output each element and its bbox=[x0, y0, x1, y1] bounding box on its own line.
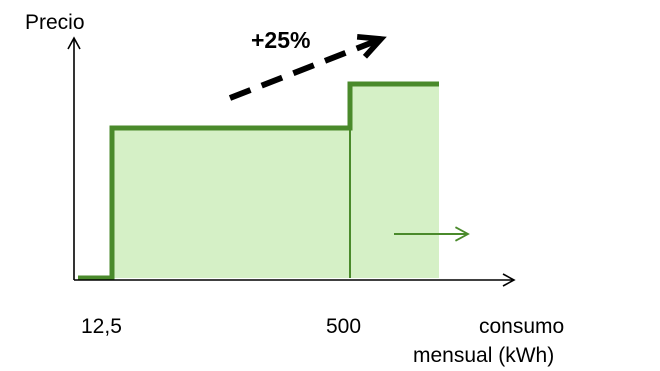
x-tick-label: 500 bbox=[326, 315, 361, 338]
tier-2-area bbox=[350, 84, 439, 278]
y-axis-label: Precio bbox=[25, 11, 85, 34]
tier-1-area bbox=[112, 128, 350, 278]
increase-arrow bbox=[228, 34, 387, 101]
increase-label: +25% bbox=[251, 27, 310, 53]
x-tick-label: 12,5 bbox=[81, 315, 122, 338]
x-axis-label-line2: mensual (kWh) bbox=[413, 344, 554, 367]
x-axis-label-line1: consumo bbox=[479, 315, 564, 338]
price-step-line bbox=[78, 81, 439, 281]
